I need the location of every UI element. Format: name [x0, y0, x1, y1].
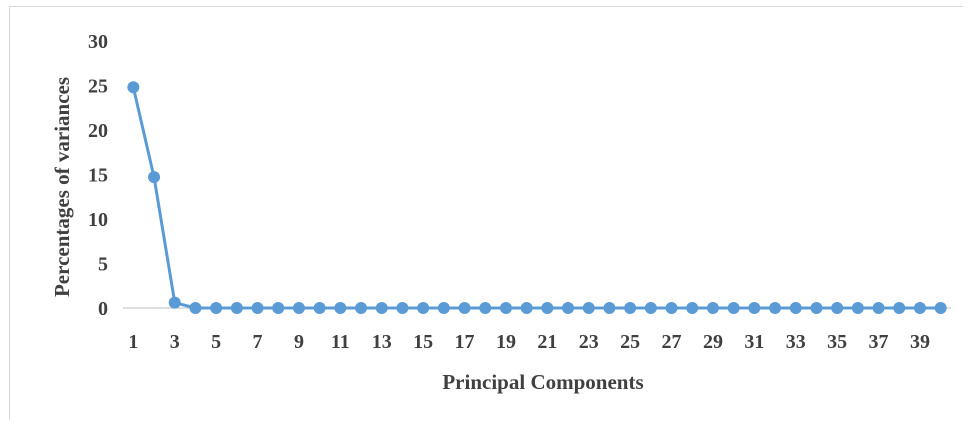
y-tick-label: 30 [88, 31, 108, 53]
data-point-marker [127, 81, 140, 94]
data-point-marker [230, 302, 243, 314]
x-tick-label: 11 [331, 331, 350, 353]
data-point-marker [458, 302, 471, 314]
x-tick-label: 15 [413, 331, 433, 353]
data-point-marker [789, 302, 802, 314]
data-point-marker [893, 302, 906, 314]
data-point-marker [210, 302, 223, 314]
data-point-marker [624, 302, 637, 314]
y-tick-label: 15 [88, 165, 108, 187]
data-point-marker [292, 302, 305, 314]
data-point-marker [603, 302, 616, 314]
series-line [131, 86, 941, 310]
y-tick-label: 5 [98, 254, 108, 276]
y-axis-title: Percentages of variances [50, 77, 74, 297]
x-tick-label: 7 [253, 331, 263, 353]
data-point-marker [686, 302, 699, 314]
data-point-marker [168, 296, 181, 309]
data-point-marker [251, 302, 264, 314]
data-point-marker [437, 302, 450, 314]
data-point-marker [375, 302, 388, 314]
data-point-marker [769, 302, 782, 314]
x-tick-label: 3 [170, 331, 180, 353]
data-point-marker [417, 302, 430, 314]
data-point-marker [644, 302, 657, 314]
data-point-marker [562, 302, 575, 314]
x-axis-title: Principal Components [442, 370, 643, 394]
x-tick-label: 9 [294, 331, 304, 353]
y-tick-label: 0 [98, 298, 108, 320]
data-point-marker [189, 302, 202, 314]
data-point-marker [520, 302, 533, 314]
data-point-marker [541, 302, 554, 314]
data-point-marker [499, 302, 512, 314]
data-point-marker [748, 302, 761, 314]
y-tick-labels: 0 5 10 15 20 25 30 [88, 31, 108, 320]
y-tick-label: 25 [88, 76, 108, 98]
data-point-marker [934, 302, 947, 314]
data-point-marker [851, 302, 864, 314]
data-point-marker [479, 302, 492, 314]
x-tick-label: 27 [662, 331, 682, 353]
x-tick-label: 21 [537, 331, 557, 353]
data-point-marker [396, 302, 409, 314]
x-tick-label: 37 [869, 331, 889, 353]
x-tick-label: 19 [496, 331, 516, 353]
data-point-marker [272, 302, 285, 314]
x-tick-label: 1 [128, 331, 138, 353]
data-point-marker [810, 302, 823, 314]
data-point-marker [727, 302, 740, 314]
chart-frame [9, 6, 963, 420]
x-tick-label: 5 [211, 331, 221, 353]
y-tick-label: 20 [88, 120, 108, 142]
y-tick-label: 10 [88, 209, 108, 231]
x-tick-label: 35 [827, 331, 847, 353]
x-tick-label: 39 [910, 331, 930, 353]
data-point-marker [355, 302, 368, 314]
data-point-marker [706, 302, 719, 314]
x-tick-label: 23 [579, 331, 599, 353]
data-point-marker [334, 302, 347, 314]
data-point-marker [872, 302, 885, 314]
data-point-marker [831, 302, 844, 314]
x-tick-label: 13 [372, 331, 392, 353]
x-tick-label: 25 [620, 331, 640, 353]
x-tick-label: 33 [786, 331, 806, 353]
data-point-marker [582, 302, 595, 314]
x-tick-labels: 1 3 5 7 9 11 13 15 17 19 21 23 25 27 29 31 33 35 37 39 [128, 331, 930, 353]
x-tick-label: 29 [703, 331, 723, 353]
series-group [127, 81, 947, 314]
x-tick-label: 31 [744, 331, 764, 353]
x-tick-label: 17 [455, 331, 475, 353]
data-point-marker [313, 302, 326, 314]
data-point-marker [148, 171, 161, 184]
data-point-marker [665, 302, 678, 314]
data-point-marker [913, 302, 926, 314]
